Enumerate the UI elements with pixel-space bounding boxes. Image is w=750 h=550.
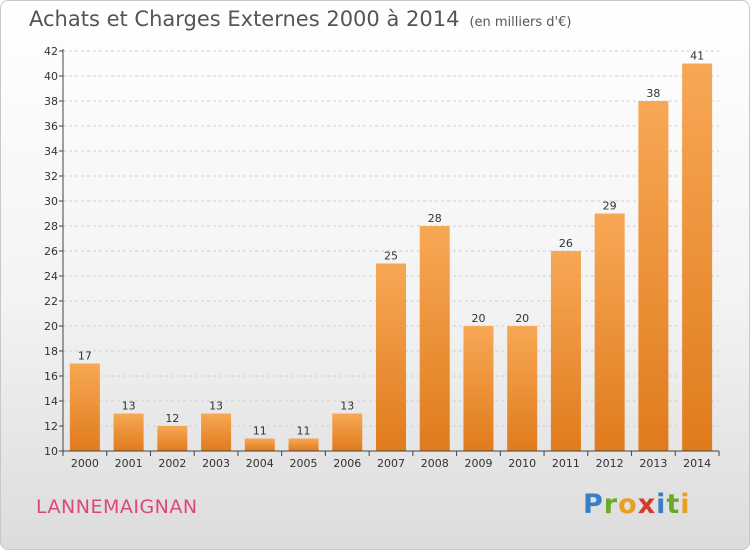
x-tick-label: 2004 — [246, 457, 274, 470]
bar — [507, 326, 538, 451]
commune-name: LANNEMAIGNAN — [36, 496, 198, 518]
y-tick-label: 24 — [44, 270, 58, 283]
x-tick-label: 2009 — [464, 457, 492, 470]
bar — [201, 413, 232, 451]
x-tick-label: 2012 — [596, 457, 624, 470]
y-tick-label: 12 — [44, 420, 58, 433]
data-label: 41 — [690, 50, 704, 63]
y-tick-label: 14 — [44, 395, 58, 408]
y-tick-label: 30 — [44, 195, 58, 208]
bar — [682, 63, 713, 451]
y-tick-label: 28 — [44, 220, 58, 233]
logo-letter: i — [680, 489, 691, 520]
logo-letter: r — [603, 489, 619, 520]
x-tick-label: 2014 — [683, 457, 711, 470]
y-tick-label: 38 — [44, 95, 58, 108]
x-tick-label: 2008 — [421, 457, 449, 470]
y-tick-label: 26 — [44, 245, 58, 258]
bars: 17 13 12 13 11 11 13 25 28 20 20 26 29 38 41 — [69, 50, 713, 451]
chart-title: Achats et Charges Externes 2000 à 2014 (e… — [29, 7, 571, 31]
x-tick-label: 2013 — [639, 457, 667, 470]
x-tick-label: 2001 — [115, 457, 143, 470]
data-label: 13 — [122, 400, 136, 413]
bar — [113, 413, 144, 451]
bar — [244, 438, 275, 451]
x-tick-label: 2000 — [71, 457, 99, 470]
x-tick-label: 2002 — [158, 457, 186, 470]
y-tick-label: 10 — [44, 445, 58, 458]
data-label: 20 — [515, 312, 529, 325]
x-tick-label: 2005 — [290, 457, 318, 470]
bar — [463, 326, 494, 451]
chart-unit: (en milliers d'€) — [469, 15, 572, 30]
data-label: 11 — [297, 425, 311, 438]
bar — [157, 426, 188, 451]
bar — [638, 101, 669, 451]
bar — [550, 251, 581, 451]
x-tick-label: 2011 — [552, 457, 580, 470]
bar — [376, 263, 406, 451]
logo-letter: i — [656, 489, 667, 520]
data-label: 13 — [340, 400, 354, 413]
axes: 10 12 14 16 18 20 22 24 26 28 30 32 34 36 38 40 42 2000 20… — [44, 45, 720, 470]
x-tick-label: 2003 — [202, 457, 230, 470]
bar — [288, 438, 319, 451]
data-label: 38 — [646, 87, 660, 100]
data-label: 29 — [603, 200, 617, 213]
data-label: 28 — [428, 212, 442, 225]
logo-letter: P — [583, 489, 604, 520]
y-tick-label: 42 — [44, 45, 58, 58]
data-label: 11 — [253, 425, 267, 438]
y-tick-label: 36 — [44, 120, 58, 133]
chart-title-text: Achats et Charges Externes 2000 à 2014 — [29, 7, 460, 31]
proxiti-logo[interactable]: Proxiti — [583, 489, 691, 520]
y-tick-label: 20 — [44, 320, 58, 333]
y-tick-label: 40 — [44, 70, 58, 83]
data-label: 17 — [78, 350, 92, 363]
bar — [594, 213, 625, 451]
data-label: 26 — [559, 237, 573, 250]
bar — [69, 363, 100, 451]
logo-letter: x — [637, 489, 657, 520]
data-label: 12 — [165, 412, 179, 425]
data-label: 20 — [471, 312, 485, 325]
data-label: 25 — [384, 250, 398, 263]
logo-letter: o — [618, 489, 638, 520]
y-tick-label: 18 — [44, 345, 58, 358]
y-tick-label: 22 — [44, 295, 58, 308]
data-label: 13 — [209, 400, 223, 413]
bar — [332, 413, 363, 451]
bar — [419, 226, 450, 451]
x-tick-label: 2010 — [508, 457, 536, 470]
logo-letter: t — [666, 489, 681, 520]
y-tick-label: 34 — [44, 145, 58, 158]
y-tick-label: 32 — [44, 170, 58, 183]
x-tick-label: 2006 — [333, 457, 361, 470]
x-tick-label: 2007 — [377, 457, 405, 470]
y-tick-label: 16 — [44, 370, 58, 383]
